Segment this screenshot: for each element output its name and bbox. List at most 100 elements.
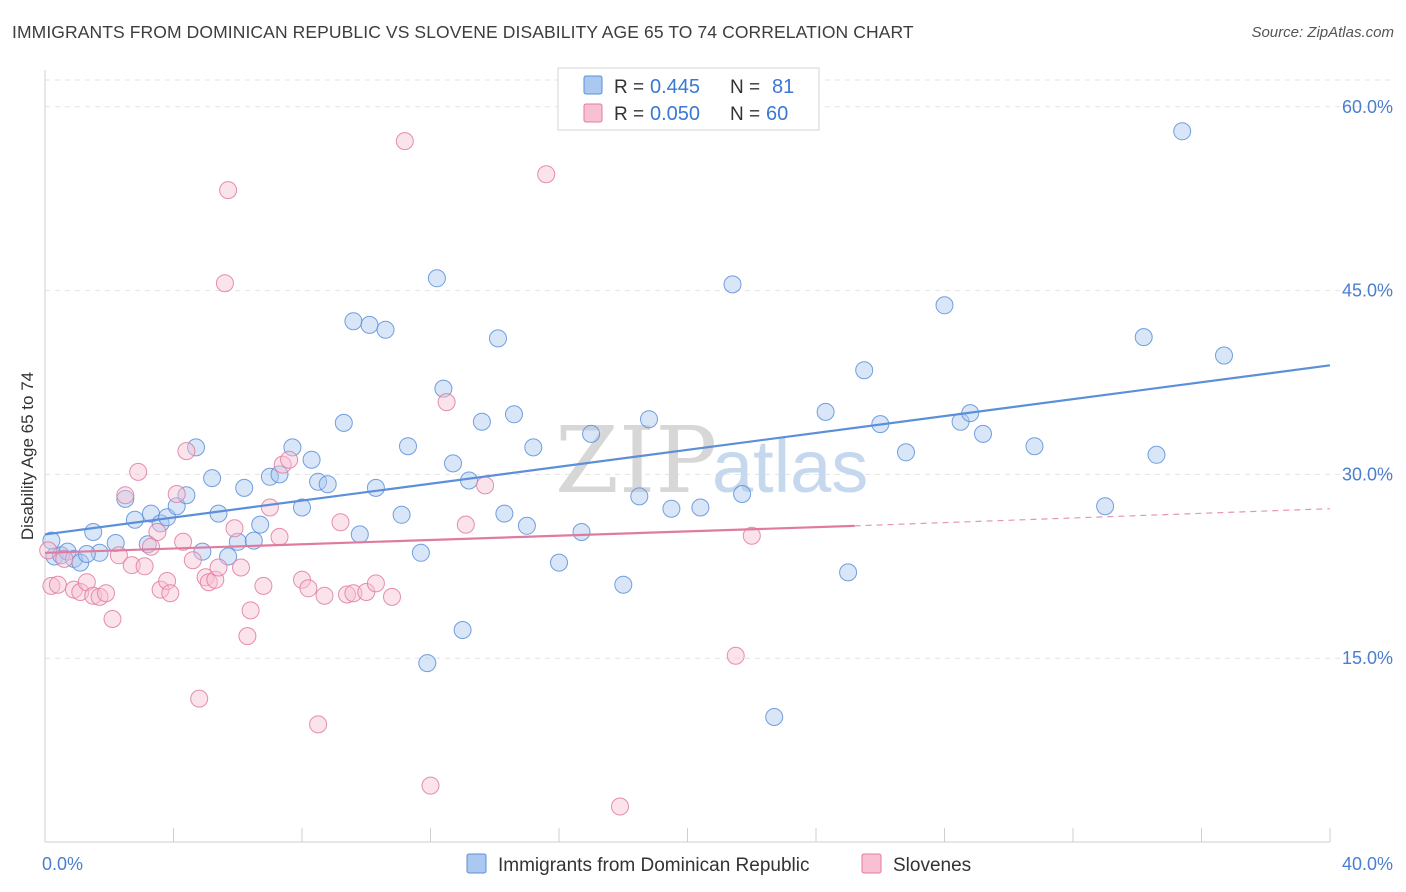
dominican-point-58 [640,410,658,429]
slovene-point-31 [225,519,244,538]
dominican-point-74 [1096,497,1115,516]
dominican-point-60 [691,498,710,517]
legend-n-value-2: 60 [766,103,788,125]
dominican-point-68 [897,443,915,462]
dominican-point-38 [392,505,411,524]
slovene-point-41 [299,579,318,598]
slovene-point-30 [219,181,238,200]
dominican-point-42 [427,269,446,288]
slovene-point-21 [174,532,193,551]
dominican-point-57 [630,487,649,506]
dominican-point-6 [90,543,109,562]
y-tick-labels: 15.0% 30.0% 45.0% 60.0% [1342,97,1393,668]
dominican-point-44 [444,454,462,473]
dominican-point-35 [360,315,379,334]
watermark-zip: ZIP [555,407,717,514]
slovene-point-16 [148,523,167,541]
slovene-point-36 [260,498,279,517]
dominican-point-77 [1173,122,1192,141]
slovene-point-9 [103,610,122,628]
slovene-point-34 [241,601,260,620]
slovene-point-43 [315,586,334,605]
x-tick-label-1: 40.0% [1342,854,1393,874]
slovene-point-14 [135,557,154,576]
dominican-point-29 [302,450,321,469]
legend-r-value-1: 0.445 [650,76,700,98]
slovene-point-32 [232,558,250,577]
legend-swatch-blue [583,75,603,95]
dominican-point-47 [472,412,491,431]
dominican-point-26 [270,465,289,484]
dominican-point-73 [1025,437,1044,456]
stats-legend: R = 0.445 N = 81 R = 0.050 N = 60 [557,67,820,131]
dominican-point-55 [582,424,601,443]
slovene-point-59 [39,541,58,560]
dominican-point-33 [344,312,363,331]
slovene-point-22 [177,442,196,461]
dominican-point-48 [489,329,507,348]
dominican-point-37 [376,320,395,339]
slovene-point-13 [129,462,148,481]
slovene-point-33 [238,627,257,646]
dominican-point-64 [816,402,835,421]
dominican-point-59 [662,499,681,518]
dominican-point-19 [209,504,228,523]
dominican-point-62 [733,485,752,503]
dominican-point-66 [855,361,874,380]
slovene-point-49 [383,587,401,606]
y-axis-label: Disability Age 65 to 74 [18,372,37,540]
dominican-point-34 [350,525,369,544]
slovene-point-28 [209,558,228,577]
dominican-point-51 [517,516,536,535]
dominican-point-41 [418,654,437,673]
axes [44,70,1331,843]
slovene-point-37 [270,527,289,546]
dominican-point-16 [187,438,205,457]
slovene-point-8 [97,584,115,603]
slovene-point-51 [421,776,440,795]
dominican-point-50 [505,405,523,424]
x-tick-label-0: 0.0% [42,854,83,874]
dominican-point-39 [399,437,417,456]
slovene-point-46 [344,584,363,603]
dominican-point-80 [77,545,96,563]
dominican-point-54 [572,523,591,541]
dominican-point-9 [125,510,144,529]
slovene-point-57 [726,646,745,665]
slovene-point-1 [48,575,67,594]
dominican-point-65 [839,563,858,582]
dominican-point-15 [177,486,196,505]
legend-r-label-2: R = [614,104,644,125]
dominican-point-22 [235,478,254,497]
series-legend: Immigrants from Dominican Republic Slove… [466,853,971,876]
dominican-point-79 [42,531,61,550]
legend-label-dominican: Immigrants from Dominican Republic [498,855,810,876]
dominican-point-36 [366,478,385,497]
legend-r-label-1: R = [614,77,644,98]
legend-swatch-slovenes [861,853,882,874]
dominican-point-31 [318,475,337,494]
slovene-point-52 [437,393,456,412]
dominican-point-40 [411,543,430,562]
slovene-point-0 [42,576,61,595]
dominican-point-56 [614,575,633,594]
dominican-point-78 [1215,346,1233,365]
dominican-point-45 [453,621,472,639]
slovene-point-50 [395,132,414,151]
dominican-point-49 [495,504,514,523]
slovene-point-20 [167,485,186,503]
legend-n-label-1: N = [730,77,760,98]
legend-n-value-1: 81 [772,76,794,98]
dominican-point-52 [524,438,543,457]
slovene-point-53 [456,515,475,534]
slovene-point-54 [476,476,495,495]
y-tick-label-1: 30.0% [1342,464,1393,484]
chart-title: IMMIGRANTS FROM DOMINICAN REPUBLIC VS SL… [12,22,914,42]
dominican-point-61 [723,275,742,294]
dominican-point-5 [84,523,103,541]
dominican-trend-line [44,364,1331,536]
slovene-trend-line-extension [854,508,1331,527]
legend-n-label-2: N = [730,104,760,125]
dominican-point-8 [116,489,135,508]
